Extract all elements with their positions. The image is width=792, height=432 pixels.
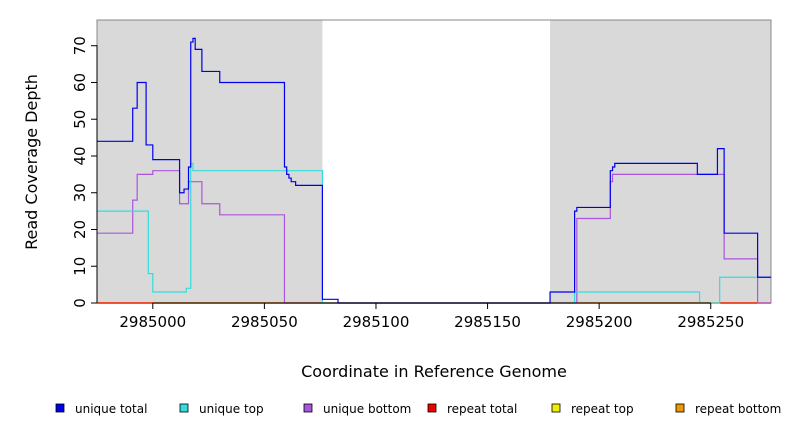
y-tick-label-30: 30 xyxy=(71,183,89,202)
y-tick-label-0: 0 xyxy=(71,298,89,308)
y-tick-label-60: 60 xyxy=(71,73,89,92)
legend-label-unique-bottom: unique bottom xyxy=(323,402,411,416)
legend: unique total unique top unique bottom repea… xyxy=(55,402,781,416)
legend-swatch-repeat-top xyxy=(551,403,561,413)
series-unique-total xyxy=(97,37,771,304)
x-tick-label-2985050: 2985050 xyxy=(231,313,298,331)
x-axis-title: Coordinate in Reference Genome xyxy=(301,362,567,381)
axes: 0 10 20 30 40 50 60 70 2985000 2985050 2985100 2985… xyxy=(71,36,744,331)
legend-swatch-unique-top xyxy=(179,403,189,413)
y-tick-label-10: 10 xyxy=(71,257,89,276)
y-tick-label-50: 50 xyxy=(71,110,89,129)
shaded-region-2 xyxy=(550,20,771,303)
x-tick-label-2985250: 2985250 xyxy=(677,313,744,331)
legend-label-repeat-total: repeat total xyxy=(447,402,517,416)
legend-label-repeat-top: repeat top xyxy=(571,402,634,416)
legend-label-repeat-bottom: repeat bottom xyxy=(695,402,781,416)
y-tick-label-40: 40 xyxy=(71,146,89,165)
legend-swatch-repeat-total xyxy=(427,403,437,413)
x-tick-label-2985100: 2985100 xyxy=(343,313,410,331)
legend-label-unique-top: unique top xyxy=(199,402,264,416)
x-tick-label-2985150: 2985150 xyxy=(454,313,521,331)
y-axis-title: Read Coverage Depth xyxy=(22,74,41,250)
legend-swatch-repeat-bottom xyxy=(675,403,685,413)
legend-swatch-unique-bottom xyxy=(303,403,313,413)
series-unique-bottom xyxy=(97,170,771,304)
y-tick-label-20: 20 xyxy=(71,220,89,239)
legend-swatch-unique-total xyxy=(55,403,65,413)
legend-label-unique-total: unique total xyxy=(75,402,147,416)
x-tick-label-2985200: 2985200 xyxy=(566,313,633,331)
y-tick-label-70: 70 xyxy=(71,36,89,55)
shaded-region-1 xyxy=(97,20,323,303)
plot-background xyxy=(96,19,772,304)
x-tick-label-2985000: 2985000 xyxy=(119,313,186,331)
